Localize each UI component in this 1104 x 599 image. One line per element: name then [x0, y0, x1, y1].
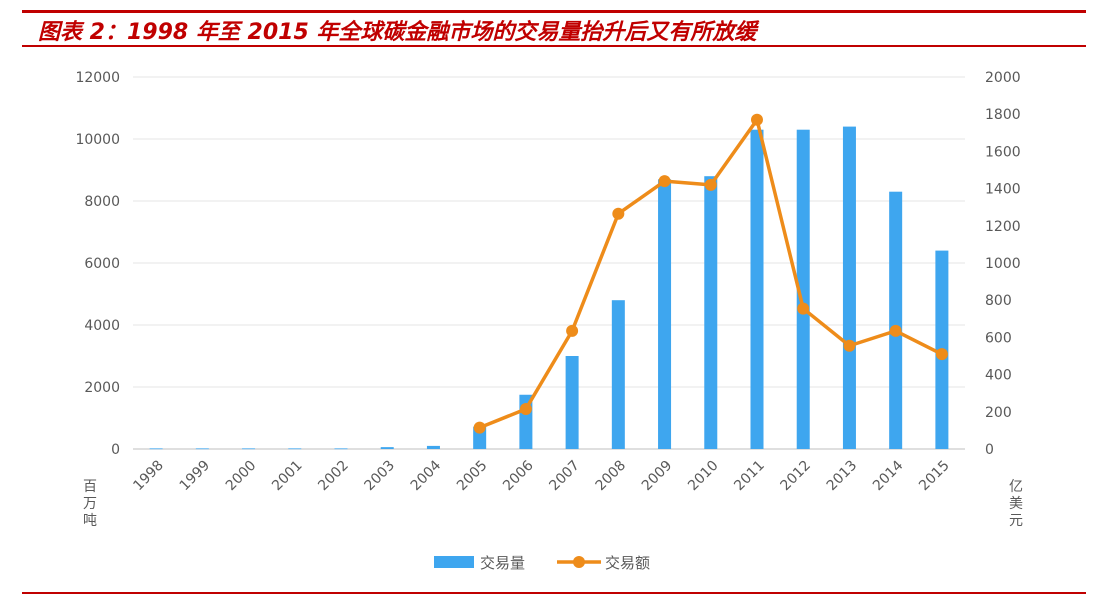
left-tick-label: 12000: [75, 70, 120, 86]
legend-bar-swatch: [434, 556, 474, 568]
right-tick-label: 1600: [985, 144, 1021, 160]
legend-line-marker: [573, 556, 585, 568]
line-point: [519, 403, 532, 416]
right-axis-unit: 元: [1009, 513, 1023, 529]
right-tick-label: 400: [985, 368, 1012, 384]
right-tick-label: 1800: [985, 107, 1021, 123]
bar: [704, 176, 718, 449]
legend-label: 交易量: [480, 554, 525, 572]
x-tick-label: 2000: [223, 458, 260, 495]
legend-label: 交易额: [605, 554, 650, 572]
legend: 交易量 交易额: [434, 554, 650, 572]
right-tick-label: 1200: [985, 219, 1021, 235]
figure-title: 图表 2：1998 年至 2015 年全球碳金融市场的交易量抬升后又有所放缓: [38, 20, 757, 45]
x-axis-ticks: 1998 1999 2000 2001 2002 2003 2004 2005 2006 2007…: [130, 457, 952, 494]
left-axis-unit: 万: [83, 496, 97, 512]
bar: [242, 448, 256, 450]
x-tick-label: 2002: [315, 458, 352, 495]
left-tick-label: 0: [111, 442, 120, 458]
x-tick-label: 2010: [685, 458, 722, 495]
right-tick-label: 600: [985, 330, 1012, 346]
line-point: [935, 348, 948, 361]
line-point: [566, 324, 579, 337]
right-tick-label: 0: [985, 442, 994, 458]
line-point: [612, 207, 625, 220]
x-tick-label: 2006: [500, 457, 537, 494]
x-tick-label: 2005: [454, 458, 491, 495]
x-tick-label: 2011: [731, 458, 768, 495]
x-tick-label: 2001: [269, 458, 306, 495]
right-axis-unit: 美: [1009, 496, 1023, 512]
top-rule: [22, 10, 1086, 13]
left-axis-unit: 百: [83, 479, 97, 495]
right-tick-label: 200: [985, 405, 1012, 421]
bar: [380, 447, 394, 449]
bar: [658, 179, 672, 450]
x-tick-label: 1999: [177, 458, 214, 495]
bar: [195, 448, 209, 450]
bar: [796, 129, 810, 449]
x-tick-label: 2014: [870, 457, 907, 494]
x-tick-label: 2008: [593, 458, 630, 495]
left-tick-label: 8000: [84, 194, 120, 210]
left-tick-label: 10000: [75, 132, 120, 148]
line-point: [658, 175, 671, 188]
bar: [334, 448, 348, 450]
bar: [149, 448, 163, 450]
left-axis-unit: 吨: [83, 513, 97, 529]
left-tick-label: 6000: [84, 256, 120, 272]
bar: [565, 356, 579, 449]
x-tick-label: 2007: [546, 458, 583, 495]
x-tick-label: 1998: [130, 458, 167, 495]
right-axis-unit: 亿: [1009, 479, 1023, 495]
line-point: [797, 302, 810, 315]
bar: [288, 448, 302, 450]
x-tick-label: 2015: [916, 458, 953, 495]
right-tick-label: 1000: [985, 256, 1021, 272]
x-tick-label: 2004: [408, 457, 445, 494]
bar: [426, 445, 440, 449]
left-tick-label: 2000: [84, 380, 120, 396]
bar-series: [149, 126, 949, 450]
x-tick-label: 2009: [639, 458, 676, 495]
right-tick-label: 800: [985, 293, 1012, 309]
line-point: [889, 324, 902, 337]
line-series: [473, 113, 948, 434]
line-point: [751, 113, 763, 126]
line-point: [843, 339, 856, 352]
x-tick-label: 2003: [362, 458, 399, 495]
left-tick-label: 4000: [84, 318, 120, 334]
bar: [842, 126, 856, 449]
right-axis-ticks: 0 200 400 600 800 1000 1200 1400 1600 1800 2000: [985, 70, 1021, 458]
left-axis-ticks: 0 2000 4000 6000 8000 10000 12000: [75, 70, 120, 458]
bottom-rule: [22, 592, 1086, 594]
bar: [611, 300, 625, 449]
line-point: [473, 421, 486, 434]
right-tick-label: 2000: [985, 70, 1021, 86]
right-tick-label: 1400: [985, 182, 1021, 198]
x-tick-label: 2013: [824, 458, 861, 495]
axis-units: 百万吨 亿美元: [83, 479, 1023, 529]
line-point: [704, 178, 717, 191]
title-underline: [22, 45, 1086, 47]
x-tick-label: 2012: [778, 458, 815, 495]
gridlines: [133, 76, 965, 450]
bar: [889, 191, 903, 449]
bar: [750, 129, 764, 449]
